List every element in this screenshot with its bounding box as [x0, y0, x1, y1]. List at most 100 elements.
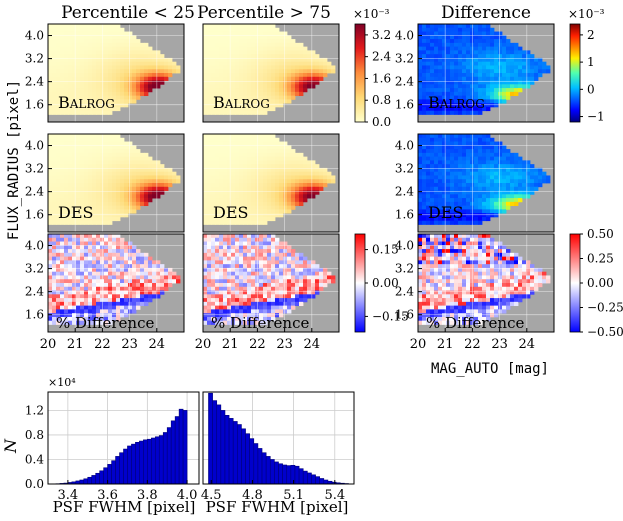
heatmap-cell — [295, 152, 300, 158]
heatmap-cell — [434, 46, 439, 51]
heatmap-cell — [227, 179, 232, 184]
heatmap-cell — [442, 137, 447, 142]
heatmap-cell — [203, 88, 208, 93]
heatmap-cell — [303, 65, 308, 70]
heatmap-cell — [442, 39, 447, 44]
heatmap-cell — [92, 286, 97, 291]
heatmap-cell — [76, 141, 81, 146]
heatmap-cell — [223, 84, 228, 89]
heatmap-cell — [486, 209, 491, 214]
heatmap-cell — [104, 39, 109, 44]
heatmap-cell — [215, 186, 220, 191]
heatmap-cell — [96, 88, 101, 93]
heatmap-cell — [116, 164, 121, 169]
heatmap-cell — [506, 179, 511, 184]
heatmap-cell — [259, 156, 264, 161]
heatmap-cell — [96, 103, 101, 108]
heatmap-cell — [144, 54, 149, 59]
heatmap-cell — [283, 46, 288, 51]
heatmap-cell — [104, 316, 109, 322]
heatmap-cell — [231, 145, 236, 150]
heatmap-cell — [215, 84, 220, 89]
heatmap-cell — [132, 167, 137, 173]
heatmap-cell — [219, 316, 224, 322]
heatmap-cell — [124, 183, 129, 188]
heatmap-cell — [223, 194, 228, 199]
heatmap-cell — [259, 76, 264, 81]
heatmap-cell — [482, 46, 487, 51]
heatmap-cell — [239, 198, 244, 203]
heatmap-cell — [307, 264, 312, 269]
heatmap-cell — [223, 61, 228, 66]
heatmap-cell — [239, 80, 244, 85]
heatmap-cell — [64, 260, 69, 265]
heatmap-cell — [160, 175, 165, 180]
heatmap-cell — [156, 57, 161, 63]
heatmap-cell — [84, 245, 89, 250]
heatmap-cell — [52, 237, 57, 242]
heatmap-cell — [295, 271, 300, 276]
heatmap-cell — [283, 267, 288, 273]
heatmap-cell — [104, 183, 109, 188]
heatmap-cell — [422, 57, 427, 63]
heatmap-cell — [454, 137, 459, 142]
heatmap-cell — [259, 220, 264, 225]
heatmap-cell — [490, 31, 495, 36]
heatmap-cell — [506, 50, 511, 55]
heatmap-cell — [64, 110, 69, 115]
heatmap-cell — [418, 213, 423, 218]
heatmap-cell — [462, 149, 467, 154]
heatmap-cell — [299, 164, 304, 169]
heatmap-cell — [207, 171, 212, 176]
heatmap-cell — [271, 279, 276, 284]
heatmap-cell — [291, 186, 296, 191]
heatmap-cell — [52, 234, 57, 239]
heatmap-cell — [207, 201, 212, 207]
heatmap-cell — [283, 249, 288, 254]
heatmap-cell — [478, 186, 483, 191]
heatmap-cell — [454, 213, 459, 218]
heatmap-cell — [247, 65, 252, 70]
heatmap-cell — [251, 316, 256, 322]
heatmap-cell — [160, 264, 165, 269]
heatmap-cell — [478, 54, 483, 59]
heatmap-cell — [494, 76, 499, 81]
heatmap-cell — [287, 175, 292, 180]
heatmap-cell — [458, 61, 463, 66]
heatmap-cell — [207, 39, 212, 44]
heatmap-cell — [506, 61, 511, 66]
heatmap-cell — [140, 183, 145, 188]
heatmap-cell — [140, 156, 145, 161]
heatmap-cell — [116, 234, 121, 239]
heatmap-cell — [120, 190, 125, 195]
heatmap-cell — [104, 256, 109, 261]
heatmap-cell — [68, 69, 73, 74]
heatmap-cell — [418, 134, 423, 139]
heatmap-cell — [430, 65, 435, 70]
heatmap-cell — [426, 65, 431, 70]
heatmap-cell — [72, 286, 77, 291]
heatmap-cell — [48, 201, 53, 207]
heatmap-cell — [291, 198, 296, 203]
heatmap-cell — [203, 275, 208, 280]
heatmap-cell — [76, 245, 81, 250]
heatmap-cell — [223, 156, 228, 161]
heatmap-cell — [96, 31, 101, 36]
heatmap-cell — [446, 198, 451, 203]
heatmap-cell — [64, 275, 69, 280]
heatmap-cell — [235, 179, 240, 184]
heatmap-cell — [136, 298, 141, 303]
heatmap-cell — [458, 205, 463, 210]
heatmap-cell — [227, 279, 232, 284]
heatmap-cell — [215, 54, 220, 59]
heatmap-cell — [140, 80, 145, 85]
heatmap-cell — [490, 145, 495, 150]
heatmap-cell — [211, 164, 216, 169]
heatmap-cell — [247, 35, 252, 40]
heatmap-cell — [231, 241, 236, 246]
heatmap-cell — [267, 84, 272, 89]
heatmap-cell — [160, 65, 165, 70]
heatmap-cell — [430, 57, 435, 63]
heatmap-cell — [80, 237, 85, 242]
heatmap-cell — [482, 149, 487, 154]
